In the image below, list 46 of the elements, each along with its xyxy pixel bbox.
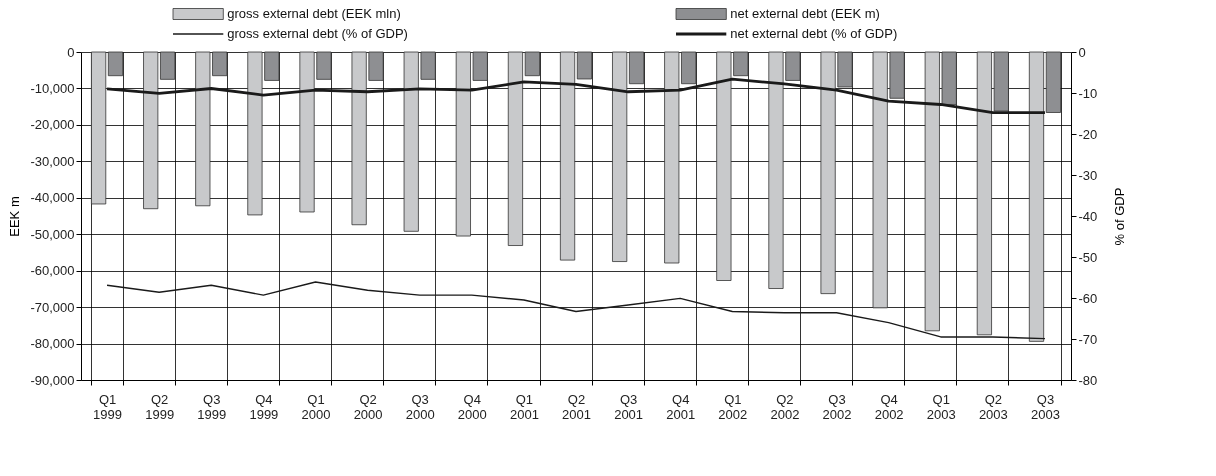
y-tick-label: -10,000 <box>30 80 75 96</box>
x-tick-label: Q2 2001 <box>562 391 591 422</box>
y2-axis-title: % of GDP <box>1112 187 1128 246</box>
x-tick-label: Q1 2003 <box>926 391 956 422</box>
y2-tick-label: -70 <box>1078 331 1098 347</box>
x-tick-label: Q3 1999 <box>197 391 227 422</box>
y2-tick-label: 0 <box>1078 44 1086 60</box>
y2-tick-label: -10 <box>1078 85 1098 101</box>
y-tick-label: -80,000 <box>30 336 75 352</box>
line-series <box>106 281 1046 340</box>
x-tick-label: Q1 2002 <box>718 391 748 422</box>
x-tick-label: Q1 2000 <box>301 391 331 422</box>
x-tick-label: Q3 2003 <box>1030 391 1060 422</box>
y-tick-label: -30,000 <box>30 153 75 169</box>
y-tick-label: -40,000 <box>30 190 75 206</box>
y-tick-label: -20,000 <box>30 117 75 133</box>
legend-label: net external debt (% of GDP) <box>730 26 898 41</box>
x-tick-label: Q1 2001 <box>509 391 539 422</box>
y2-tick-label: -40 <box>1078 208 1098 224</box>
y-axis-title: EEK m <box>7 196 23 237</box>
legend-label: gross external debt (% of GDP) <box>227 26 408 41</box>
y2-tick-label: -30 <box>1078 167 1098 183</box>
y2-tick-label: -60 <box>1078 290 1098 306</box>
x-tick-label: Q4 1999 <box>249 391 279 422</box>
x-tick-label: Q3 2001 <box>614 391 644 422</box>
x-tick-label: Q4 2001 <box>666 391 696 422</box>
x-tick-label: Q2 2000 <box>353 391 383 422</box>
x-tick-label: Q4 2002 <box>874 391 904 422</box>
y-tick-label: -50,000 <box>30 226 75 242</box>
x-tick-label: Q2 2002 <box>770 391 800 422</box>
x-tick-label: Q2 1999 <box>145 391 175 422</box>
x-tick-label: Q3 2002 <box>822 391 852 422</box>
legend-label: gross external debt (EEK mln) <box>227 6 401 21</box>
legend-label: net external debt (EEK m) <box>730 6 880 21</box>
y-tick-label: -90,000 <box>30 372 75 388</box>
x-tick-label: Q3 2000 <box>405 391 435 422</box>
y2-tick-label: -50 <box>1078 249 1098 265</box>
x-tick-label: Q2 2003 <box>978 391 1008 422</box>
line-series <box>105 77 1047 115</box>
y-tick-label: 0 <box>67 44 75 60</box>
y2-tick-label: -20 <box>1078 126 1098 142</box>
y-tick-label: -70,000 <box>30 299 75 315</box>
x-tick-label: Q4 2000 <box>457 391 487 422</box>
y2-tick-label: -80 <box>1078 372 1098 388</box>
y-tick-label: -60,000 <box>30 263 75 279</box>
x-tick-label: Q1 1999 <box>93 391 123 422</box>
